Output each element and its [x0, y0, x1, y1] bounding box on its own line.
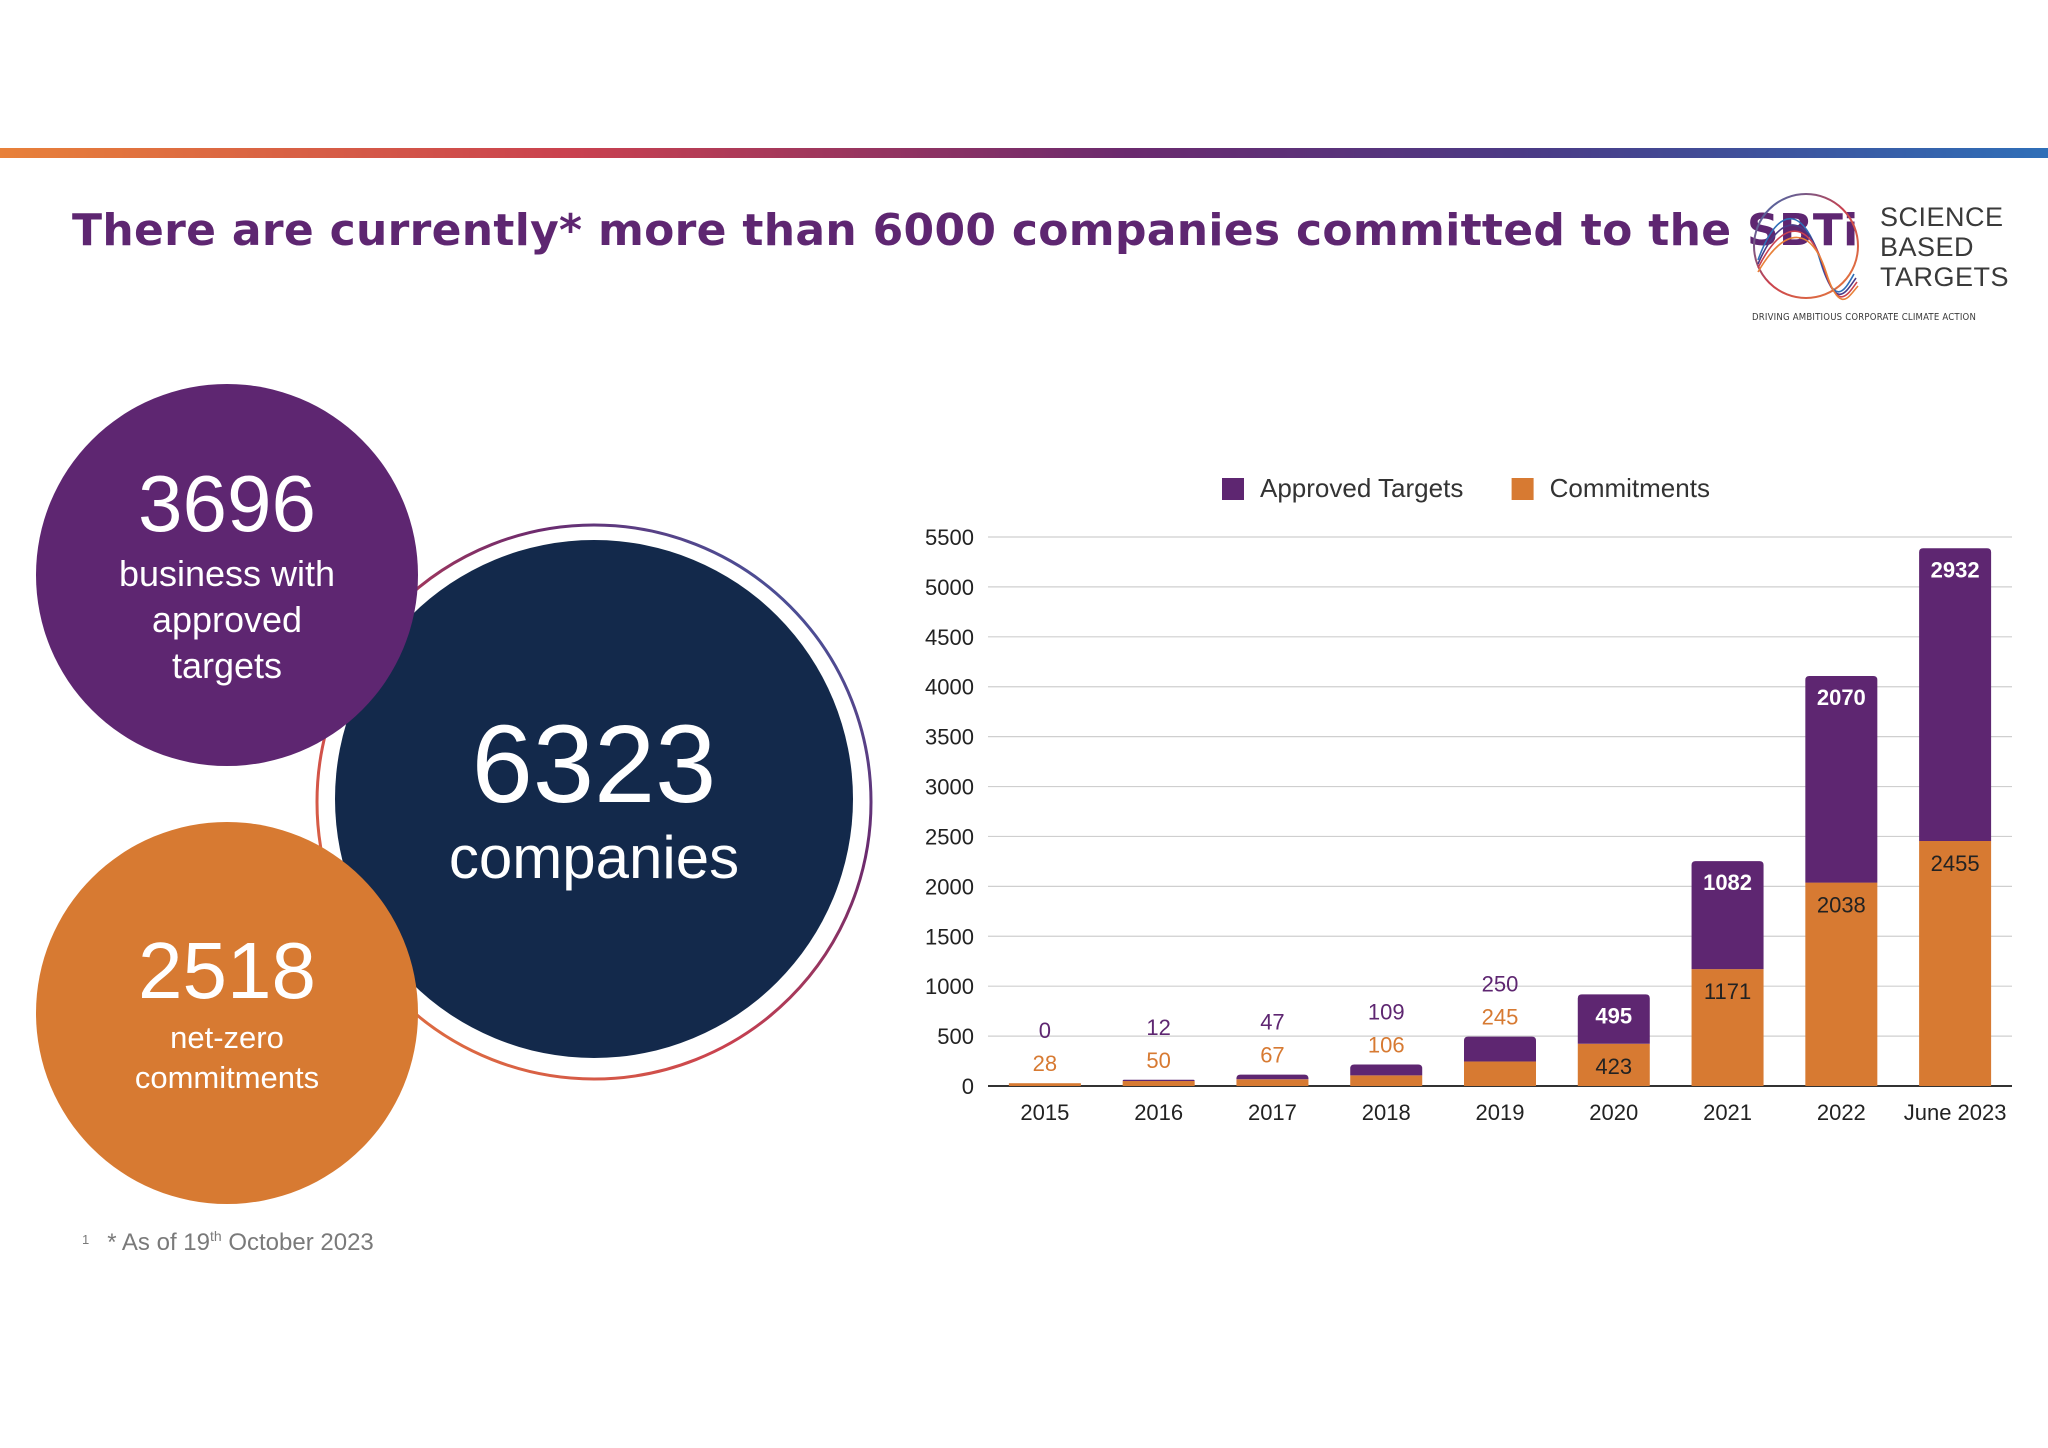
logo-line: TARGETS [1880, 262, 2010, 292]
page-title: There are currently* more than 6000 comp… [72, 205, 1859, 256]
x-tick-label: 2022 [1817, 1100, 1866, 1125]
footnote-marker: 1 [82, 1232, 90, 1247]
y-tick-label: 5000 [925, 575, 974, 600]
total-companies-label: companies [448, 824, 740, 891]
gradient-accent-bar [0, 148, 2048, 158]
x-tick-label: June 2023 [1904, 1100, 2007, 1125]
bar-commitments [1122, 1081, 1195, 1086]
bar-approved-targets [1122, 1079, 1195, 1082]
y-tick-label: 3000 [925, 775, 974, 800]
net-zero-bubble: 2518 net-zero commitments [36, 822, 418, 1204]
x-tick-label: 2015 [1020, 1100, 1069, 1125]
bar-commitments [1577, 1043, 1650, 1086]
legend-swatch [1511, 478, 1534, 500]
footnote: 1 * As of 19th October 2023 [82, 1228, 374, 1257]
bar-approved-targets [1577, 994, 1650, 1044]
bar-approved-targets [1919, 548, 1992, 841]
stacked-bar-chart: 0500100015002000250030003500400045005000… [925, 473, 2012, 1125]
legend-label: Approved Targets [1260, 473, 1463, 503]
y-tick-label: 2000 [925, 874, 974, 899]
data-label-approved-targets: 47 [1260, 1010, 1284, 1035]
bar-approved-targets [1236, 1074, 1309, 1080]
y-tick-label: 0 [962, 1074, 974, 1099]
approved-targets-label: business with approved targets [118, 553, 336, 686]
data-label-commitments: 1171 [1704, 979, 1751, 1004]
bar-commitments [1464, 1061, 1536, 1086]
data-label-approved-targets: 109 [1368, 1000, 1405, 1025]
data-label-commitments: 245 [1482, 1005, 1519, 1030]
y-tick-label: 4000 [925, 675, 974, 700]
bar-commitments [1350, 1075, 1423, 1086]
approved-targets-number: 3696 [138, 459, 316, 548]
y-tick-label: 2500 [925, 824, 974, 849]
x-tick-label: 2021 [1703, 1100, 1752, 1125]
logo-line: BASED [1880, 232, 1975, 262]
footnote-superscript: th [209, 1228, 222, 1244]
x-tick-label: 2016 [1134, 1100, 1183, 1125]
logo-tagline: DRIVING AMBITIOUS CORPORATE CLIMATE ACTI… [1752, 312, 1977, 323]
data-label-approved-targets: 495 [1595, 1003, 1632, 1028]
y-tick-label: 3500 [925, 725, 974, 750]
net-zero-number: 2518 [138, 926, 316, 1015]
data-label-approved-targets: 2070 [1817, 685, 1866, 710]
bar-commitments [1008, 1083, 1081, 1086]
x-tick-label: 2019 [1476, 1100, 1525, 1125]
footnote-suffix: October 2023 [221, 1229, 374, 1256]
data-label-approved-targets: 0 [1039, 1018, 1051, 1043]
net-zero-label: net-zero commitments [134, 1020, 320, 1095]
data-label-commitments: 2038 [1817, 893, 1866, 918]
data-label-commitments: 28 [1033, 1051, 1057, 1076]
y-tick-label: 1500 [925, 924, 974, 949]
y-tick-label: 500 [937, 1024, 974, 1049]
data-label-commitments: 50 [1146, 1048, 1170, 1073]
legend-label: Commitments [1550, 473, 1710, 503]
data-label-approved-targets: 1082 [1703, 870, 1752, 895]
x-tick-label: 2017 [1248, 1100, 1297, 1125]
bar-approved-targets [1691, 861, 1764, 970]
logo-wave-icon [1753, 193, 1859, 301]
legend-swatch [1222, 478, 1244, 500]
bar-approved-targets [1464, 1036, 1536, 1062]
bar-commitments [1691, 969, 1764, 1086]
x-tick-label: 2018 [1362, 1100, 1411, 1125]
bar-approved-targets [1350, 1064, 1423, 1076]
bar-commitments [1236, 1079, 1309, 1086]
y-tick-label: 4500 [925, 625, 974, 650]
data-label-commitments: 106 [1368, 1033, 1405, 1058]
y-tick-label: 1000 [925, 974, 974, 999]
data-label-approved-targets: 12 [1146, 1015, 1170, 1040]
data-label-approved-targets: 2932 [1931, 557, 1980, 582]
data-label-commitments: 2455 [1931, 851, 1980, 876]
logo-wordmark: SCIENCE BASED TARGETS [1880, 202, 2009, 292]
logo-line: SCIENCE [1880, 202, 2004, 232]
sbti-logo: SCIENCE BASED TARGETS DRIVING AMBITIOUS … [1750, 190, 2010, 330]
total-companies-bubble: 6323 companies [335, 540, 853, 1058]
approved-targets-bubble: 3696 business with approved targets [36, 384, 418, 766]
data-label-approved-targets: 250 [1482, 972, 1519, 997]
data-label-commitments: 423 [1595, 1054, 1632, 1079]
total-ring-outline [315, 523, 873, 1081]
data-label-commitments: 67 [1260, 1043, 1284, 1068]
bar-approved-targets [1805, 675, 1878, 883]
footnote-prefix: * As of 19 [107, 1229, 210, 1256]
bar-commitments [1805, 882, 1878, 1086]
total-companies-number: 6323 [471, 703, 717, 826]
bar-commitments [1919, 840, 1992, 1086]
x-tick-label: 2020 [1589, 1100, 1638, 1125]
y-tick-label: 5500 [925, 525, 974, 550]
